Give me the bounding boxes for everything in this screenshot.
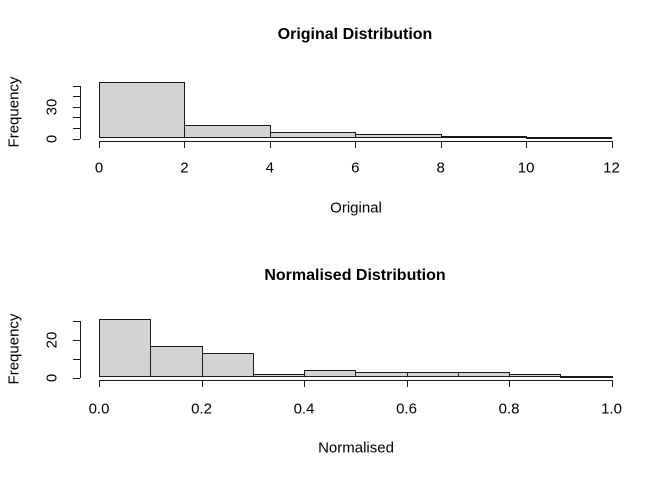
- x-tick-mark: [269, 140, 271, 148]
- x-tick-label: 10: [517, 159, 535, 177]
- histogram-bar: [304, 370, 357, 378]
- histogram-bar: [440, 136, 528, 139]
- y-tick-mark: [72, 96, 80, 98]
- histogram-bar: [201, 353, 254, 378]
- x-tick-label: 6: [351, 159, 360, 177]
- x-tick-mark: [526, 140, 528, 148]
- histogram-bar: [509, 373, 562, 378]
- histogram-bar: [269, 132, 357, 139]
- histogram-bar: [526, 137, 613, 140]
- y-tick-mark: [72, 377, 80, 379]
- x-tick-label: 0.2: [191, 400, 212, 418]
- x-axis-label-original: Original: [330, 199, 382, 217]
- x-tick-mark: [509, 380, 510, 387]
- x-tick-mark: [355, 140, 357, 148]
- x-tick-label: 12: [603, 159, 620, 177]
- y-tick-label: 30: [43, 98, 61, 116]
- x-tick-mark: [406, 380, 408, 387]
- x-tick-label: 4: [265, 159, 274, 177]
- y-tick-mark: [72, 138, 80, 140]
- y-tick-mark: [72, 117, 80, 119]
- x-tick-mark: [201, 380, 203, 387]
- x-tick-mark: [611, 140, 613, 148]
- x-tick-mark: [99, 140, 100, 148]
- histogram-bar: [252, 373, 305, 378]
- histogram-bar: [99, 81, 186, 139]
- y-tick-mark: [72, 358, 80, 360]
- y-tick-mark: [72, 106, 80, 108]
- x-tick-mark: [99, 380, 100, 387]
- histogram-bar: [355, 371, 408, 378]
- chart-title-original: Original Distribution: [277, 26, 433, 43]
- histogram-bar: [457, 371, 510, 378]
- x-tick-label: 0.8: [498, 400, 520, 418]
- x-tick-label: 8: [436, 159, 445, 177]
- x-tick-mark: [440, 140, 442, 148]
- y-axis-label-normalised: Frequency: [5, 313, 23, 385]
- chart-title-normalised: Normalised Distribution: [264, 267, 446, 284]
- x-tick-label: 0.6: [396, 400, 417, 418]
- x-axis-label-normalised: Normalised: [318, 439, 394, 457]
- histogram-bar: [355, 134, 442, 139]
- x-tick-label: 0.0: [88, 400, 110, 418]
- y-axis-label-original: Frequency: [5, 76, 23, 148]
- histogram-bar: [150, 345, 203, 378]
- y-tick-mark: [72, 321, 80, 323]
- y-tick-mark: [72, 127, 80, 129]
- histogram-bar: [406, 371, 459, 378]
- y-tick-label: 0: [43, 373, 61, 382]
- y-tick-label: 0: [43, 134, 61, 143]
- y-tick-label: 20: [43, 331, 61, 349]
- histogram-bar: [184, 124, 271, 139]
- x-tick-label: 2: [180, 159, 189, 177]
- x-tick-label: 1.0: [601, 400, 622, 418]
- y-tick-mark: [72, 85, 80, 87]
- x-tick-mark: [611, 380, 613, 387]
- y-tick-mark: [72, 340, 80, 342]
- histogram-bar: [99, 319, 152, 378]
- histogram-bar: [560, 375, 613, 378]
- y-axis-line: [79, 85, 81, 140]
- x-tick-label: 0: [94, 159, 104, 177]
- x-axis-line: [98, 380, 612, 381]
- x-tick-mark: [304, 380, 305, 387]
- x-tick-label: 0.4: [293, 400, 315, 418]
- x-tick-mark: [184, 140, 186, 148]
- y-axis-line: [79, 321, 81, 379]
